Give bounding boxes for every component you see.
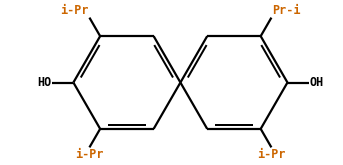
Text: Pr-i: Pr-i [272,4,301,17]
Text: HO: HO [37,76,51,89]
Text: i-Pr: i-Pr [60,4,88,17]
Text: OH: OH [310,76,324,89]
Text: i-Pr: i-Pr [75,148,104,161]
Text: i-Pr: i-Pr [257,148,286,161]
